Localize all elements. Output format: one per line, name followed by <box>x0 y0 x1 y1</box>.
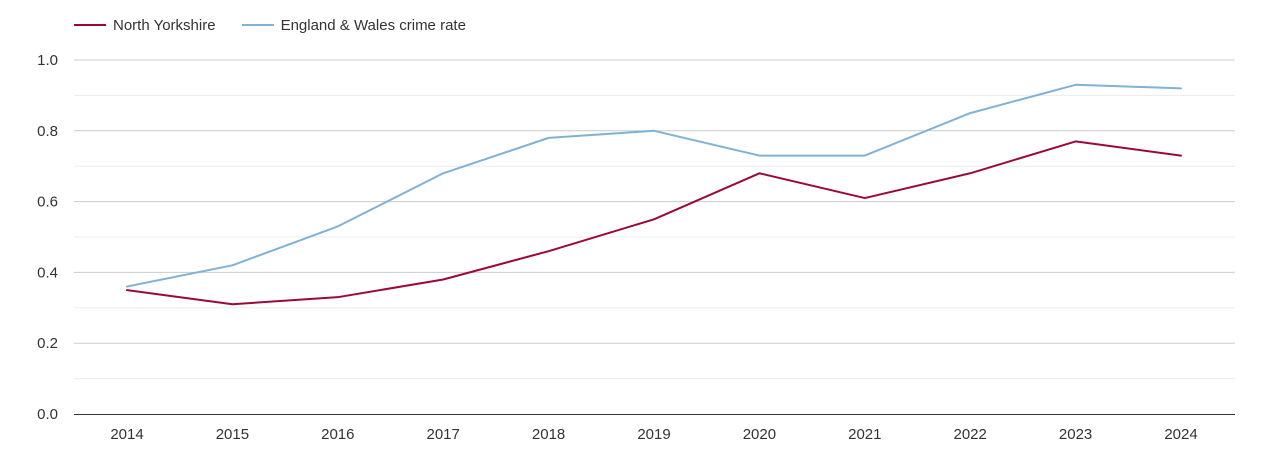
legend-swatch-england-wales <box>241 24 274 26</box>
y-tick-label: 0.4 <box>37 264 58 281</box>
x-axis: 2014 2015 2016 2017 2018 2019 2020 2021 2022 2023… <box>74 414 1235 443</box>
x-tick-label: 2024 <box>1164 426 1197 443</box>
x-tick-label: 2023 <box>1059 426 1092 443</box>
x-tick-label: 2020 <box>743 426 776 443</box>
legend-swatch-north-yorkshire <box>74 24 106 26</box>
legend-item-england-wales[interactable]: England & Wales crime rate <box>241 16 466 34</box>
legend-item-north-yorkshire[interactable]: North Yorkshire <box>74 17 216 34</box>
series-line-england-wales <box>126 83 1182 288</box>
legend-label-england-wales: England & Wales crime rate <box>280 16 466 34</box>
series-line-north-yorkshire <box>126 140 1182 306</box>
chart-legend: North Yorkshire England & Wales crime ra… <box>74 14 492 36</box>
series-lines <box>126 83 1182 306</box>
x-tick-label: 2017 <box>427 426 460 443</box>
x-tick-label: 2015 <box>216 426 249 443</box>
gridlines <box>74 59 1235 380</box>
x-tick-label: 2018 <box>532 426 565 443</box>
y-tick-label: 0.8 <box>37 123 58 140</box>
y-tick-label: 0.2 <box>37 335 58 352</box>
y-tick-label: 0.6 <box>37 194 58 211</box>
y-axis: 0.0 0.2 0.4 0.6 0.8 1.0 <box>37 52 58 423</box>
legend-label-north-yorkshire: North Yorkshire <box>113 16 216 34</box>
x-tick-label: 2022 <box>954 426 987 443</box>
x-tick-label: 2021 <box>848 426 881 443</box>
y-tick-label: 1.0 <box>37 52 58 69</box>
x-tick-label: 2014 <box>110 426 143 443</box>
x-tick-label: 2019 <box>637 426 670 443</box>
y-tick-label: 0.0 <box>37 406 58 423</box>
x-tick-label: 2016 <box>321 426 354 443</box>
